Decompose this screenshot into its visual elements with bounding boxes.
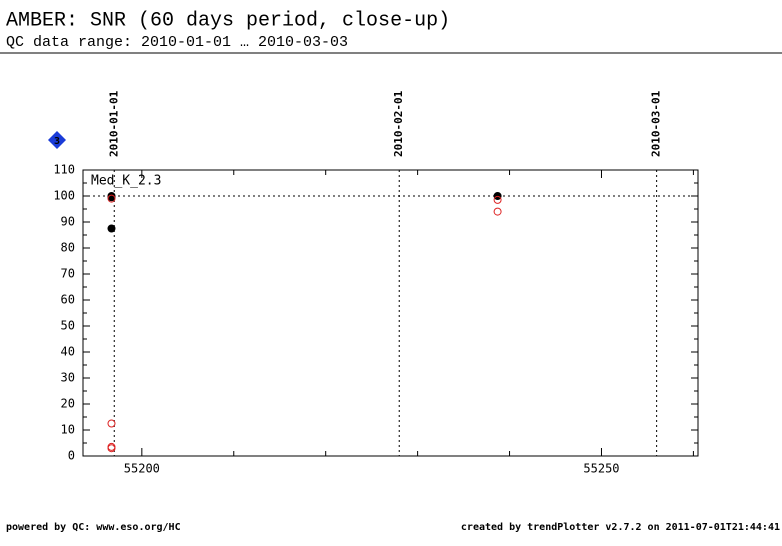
y-tick-label: 100: [53, 189, 75, 203]
x-tick-label: 55250: [583, 462, 619, 476]
footer-left: powered by QC: www.eso.org/HC: [6, 522, 181, 533]
y-tick-label: 0: [68, 449, 75, 463]
data-point: [107, 194, 116, 203]
data-point: [493, 195, 502, 204]
plot-frame: [82, 169, 699, 457]
y-tick-label: 20: [61, 397, 75, 411]
data-point: [107, 419, 116, 428]
badge-icon: [48, 131, 66, 149]
panel-label: Med_K_2.3: [91, 174, 161, 189]
date-marker-label: 2010-02-01: [392, 90, 405, 157]
data-point: [107, 224, 116, 233]
y-tick-label: 90: [61, 215, 75, 229]
y-tick-label: 10: [61, 423, 75, 437]
badge-text: 3: [54, 136, 60, 147]
y-tick-label: 70: [61, 267, 75, 281]
y-tick-label: 60: [61, 293, 75, 307]
y-tick-label: 30: [61, 371, 75, 385]
y-tick-label: 50: [61, 319, 75, 333]
data-point: [493, 207, 502, 216]
y-tick-label: 80: [61, 241, 75, 255]
date-marker-label: 2010-01-01: [107, 90, 120, 157]
x-tick-label: 55200: [124, 462, 160, 476]
date-marker-label: 2010-03-01: [650, 90, 663, 157]
footer-right: created by trendPlotter v2.7.2 on 2011-0…: [461, 522, 780, 533]
chart-title: AMBER: SNR (60 days period, close-up): [6, 9, 450, 32]
y-tick-label: 40: [61, 345, 75, 359]
y-tick-label: 110: [53, 163, 75, 177]
chart-subtitle: QC data range: 2010-01-01 … 2010-03-03: [6, 34, 348, 51]
data-point: [107, 442, 116, 451]
